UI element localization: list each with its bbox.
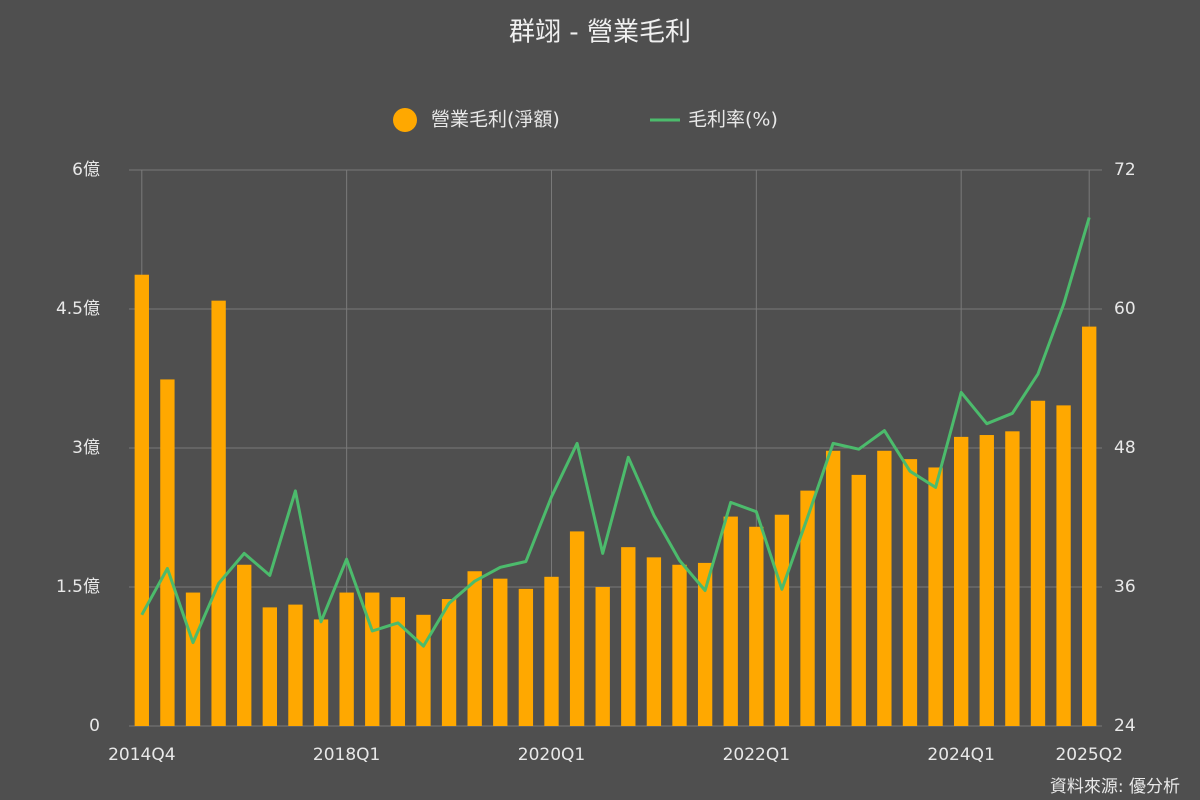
y2-tick-label: 48	[1114, 438, 1136, 458]
bar	[646, 557, 662, 726]
bar	[928, 467, 943, 726]
bar	[877, 450, 892, 726]
x-tick-label: 2014Q4	[108, 745, 175, 765]
bar	[467, 571, 482, 726]
bar	[1082, 326, 1097, 726]
bar	[902, 459, 918, 726]
bar	[569, 531, 585, 726]
bar	[493, 578, 508, 726]
bar	[851, 474, 866, 726]
bar	[339, 592, 354, 726]
bar	[288, 604, 303, 726]
bar	[390, 597, 406, 726]
y-tick-label: 3億	[72, 438, 100, 458]
bar	[365, 592, 380, 726]
bar	[825, 450, 841, 726]
x-tick-label: 2025Q2	[1055, 745, 1122, 765]
bar	[134, 274, 149, 726]
y2-tick-label: 72	[1114, 160, 1136, 180]
bar	[211, 300, 226, 726]
bar	[237, 564, 252, 726]
bar	[1056, 405, 1071, 726]
bar	[979, 435, 994, 726]
x-tick-label: 2022Q1	[723, 745, 790, 765]
line	[140, 217, 1091, 648]
bar	[1030, 400, 1046, 726]
y2-tick-label: 36	[1114, 577, 1136, 597]
y2-tick-label: 60	[1114, 299, 1136, 319]
bar	[749, 526, 764, 726]
x-tick-label: 2020Q1	[518, 745, 585, 765]
bar	[185, 592, 201, 726]
source-note: 資料來源: 優分析	[1050, 777, 1180, 797]
x-tick-label: 2024Q1	[927, 745, 994, 765]
y-tick-label: 1.5億	[56, 577, 100, 597]
bar	[672, 564, 687, 726]
bar	[954, 436, 969, 726]
bar	[774, 514, 790, 726]
bar	[621, 547, 636, 726]
bar	[160, 379, 175, 726]
bar	[1005, 431, 1020, 726]
bar	[800, 490, 815, 726]
legend-label: 營業毛利(淨額)	[431, 109, 560, 131]
bar	[518, 588, 534, 726]
bar	[595, 587, 610, 726]
bar	[313, 619, 329, 726]
x-tick-label: 2018Q1	[313, 745, 380, 765]
bar	[544, 576, 559, 726]
y2-tick-label: 24	[1114, 716, 1136, 736]
legend-label: 毛利率(%)	[688, 109, 778, 131]
legend-swatch	[393, 108, 417, 132]
bar	[416, 614, 431, 726]
chart-title: 群翊 - 營業毛利	[509, 18, 691, 48]
y-tick-label: 6億	[72, 160, 100, 180]
bar	[441, 599, 457, 726]
y-tick-label: 0	[89, 716, 100, 736]
bar	[697, 562, 713, 726]
bar	[262, 607, 277, 726]
bar	[723, 516, 738, 726]
y-tick-label: 4.5億	[56, 299, 100, 319]
